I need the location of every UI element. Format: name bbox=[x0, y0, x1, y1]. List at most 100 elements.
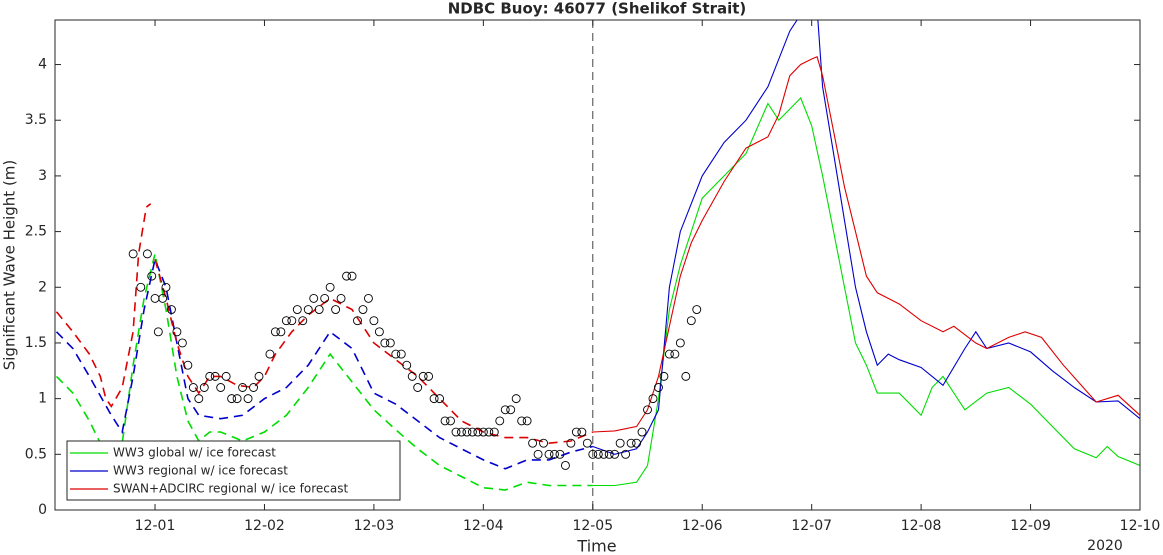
observation-marker bbox=[424, 371, 434, 381]
observation-marker bbox=[142, 249, 152, 259]
observation-marker bbox=[621, 449, 631, 459]
observation-marker bbox=[276, 327, 286, 337]
observation-marker bbox=[385, 338, 395, 348]
observation-marker bbox=[664, 349, 674, 359]
observation-marker bbox=[670, 349, 680, 359]
x-tick-label: 12-03 bbox=[354, 518, 395, 534]
observation-marker bbox=[210, 371, 220, 381]
y-tick-label: 0 bbox=[38, 502, 47, 518]
observation-marker bbox=[604, 449, 614, 459]
observation-marker bbox=[402, 360, 412, 370]
year-label: 2020 bbox=[1087, 538, 1123, 554]
observation-marker bbox=[320, 293, 330, 303]
observation-marker bbox=[588, 449, 598, 459]
observation-marker bbox=[287, 316, 297, 326]
observation-marker bbox=[539, 438, 548, 448]
y-tick-label: 2.5 bbox=[25, 224, 47, 240]
observation-marker bbox=[292, 305, 302, 314]
observation-marker bbox=[254, 371, 264, 381]
observation-marker bbox=[675, 338, 685, 348]
observation-marker bbox=[166, 305, 176, 314]
plot-area bbox=[55, 20, 1140, 510]
observation-marker bbox=[550, 449, 559, 459]
y-tick-label: 1.5 bbox=[25, 335, 47, 351]
observation-marker bbox=[418, 371, 428, 381]
series-line bbox=[55, 253, 593, 491]
observation-marker bbox=[522, 416, 532, 426]
observation-marker bbox=[648, 394, 658, 404]
observation-marker bbox=[161, 282, 171, 292]
observation-marker bbox=[571, 427, 581, 437]
observation-marker bbox=[681, 371, 691, 381]
observation-marker bbox=[205, 371, 215, 381]
y-tick-label: 3.5 bbox=[25, 112, 47, 128]
series-line bbox=[592, 97, 1140, 487]
observation-marker bbox=[158, 293, 168, 303]
observation-marker bbox=[153, 327, 163, 337]
observation-marker bbox=[610, 449, 620, 459]
observation-marker bbox=[347, 271, 357, 281]
chart-title: NDBC Buoy: 46077 (Shelikof Strait) bbox=[448, 0, 747, 18]
observation-marker bbox=[429, 394, 439, 404]
x-tick-label: 12-06 bbox=[682, 518, 723, 534]
observation-marker bbox=[172, 327, 182, 337]
observation-marker bbox=[500, 405, 510, 415]
observation-marker bbox=[599, 449, 609, 459]
observation-marker bbox=[147, 271, 157, 281]
observation-marker bbox=[495, 416, 505, 426]
x-tick-label: 12-05 bbox=[572, 518, 613, 534]
observation-marker bbox=[380, 338, 390, 348]
observation-marker bbox=[435, 394, 445, 404]
observation-marker bbox=[659, 371, 669, 381]
observation-marker bbox=[331, 305, 341, 314]
observation-marker bbox=[249, 383, 258, 392]
legend-box bbox=[66, 440, 401, 501]
observation-marker bbox=[314, 305, 324, 314]
observation-marker bbox=[654, 383, 663, 392]
observation-marker bbox=[363, 293, 373, 303]
observation-marker bbox=[243, 394, 253, 404]
observation-marker bbox=[544, 449, 554, 459]
series-line bbox=[55, 203, 152, 408]
observation-marker bbox=[632, 438, 642, 448]
observation-marker bbox=[560, 461, 570, 470]
x-tick-label: 12-04 bbox=[463, 518, 504, 534]
observation-marker bbox=[692, 305, 702, 314]
observation-marker bbox=[511, 394, 521, 404]
x-tick-label: 12-02 bbox=[244, 518, 285, 534]
observation-marker bbox=[325, 282, 335, 292]
observation-marker bbox=[216, 383, 226, 392]
x-tick-label: 12-01 bbox=[135, 518, 176, 534]
legend-label: WW3 global w/ ice forecast bbox=[113, 446, 276, 460]
observation-marker bbox=[270, 327, 280, 337]
observation-marker bbox=[177, 338, 187, 348]
observation-marker bbox=[478, 427, 488, 437]
y-axis-label: Significant Wave Height (m) bbox=[1, 160, 19, 371]
observation-marker bbox=[188, 383, 198, 392]
observation-marker bbox=[342, 271, 352, 281]
y-tick-label: 2 bbox=[38, 279, 47, 295]
observation-marker bbox=[369, 316, 379, 326]
observation-marker bbox=[637, 427, 647, 437]
observation-marker bbox=[353, 316, 362, 326]
observation-marker bbox=[194, 394, 204, 404]
observation-marker bbox=[517, 416, 527, 426]
observation-marker bbox=[396, 349, 406, 359]
y-tick-label: 3 bbox=[38, 168, 47, 184]
observation-marker bbox=[615, 438, 625, 448]
observation-marker bbox=[374, 327, 384, 337]
y-tick-label: 0.5 bbox=[25, 446, 47, 462]
x-axis-label: Time bbox=[576, 537, 616, 555]
observation-marker bbox=[686, 316, 696, 326]
observation-marker bbox=[643, 405, 652, 415]
legend-label: WW3 regional w/ ice forecast bbox=[113, 464, 288, 478]
observation-marker bbox=[566, 438, 576, 448]
observation-marker bbox=[238, 383, 248, 392]
x-tick-label: 12-10 bbox=[1120, 518, 1161, 534]
y-tick-label: 4 bbox=[38, 57, 47, 73]
observation-marker bbox=[281, 316, 291, 326]
observation-marker bbox=[626, 438, 636, 448]
observation-marker bbox=[440, 416, 450, 426]
observation-marker bbox=[136, 282, 146, 292]
